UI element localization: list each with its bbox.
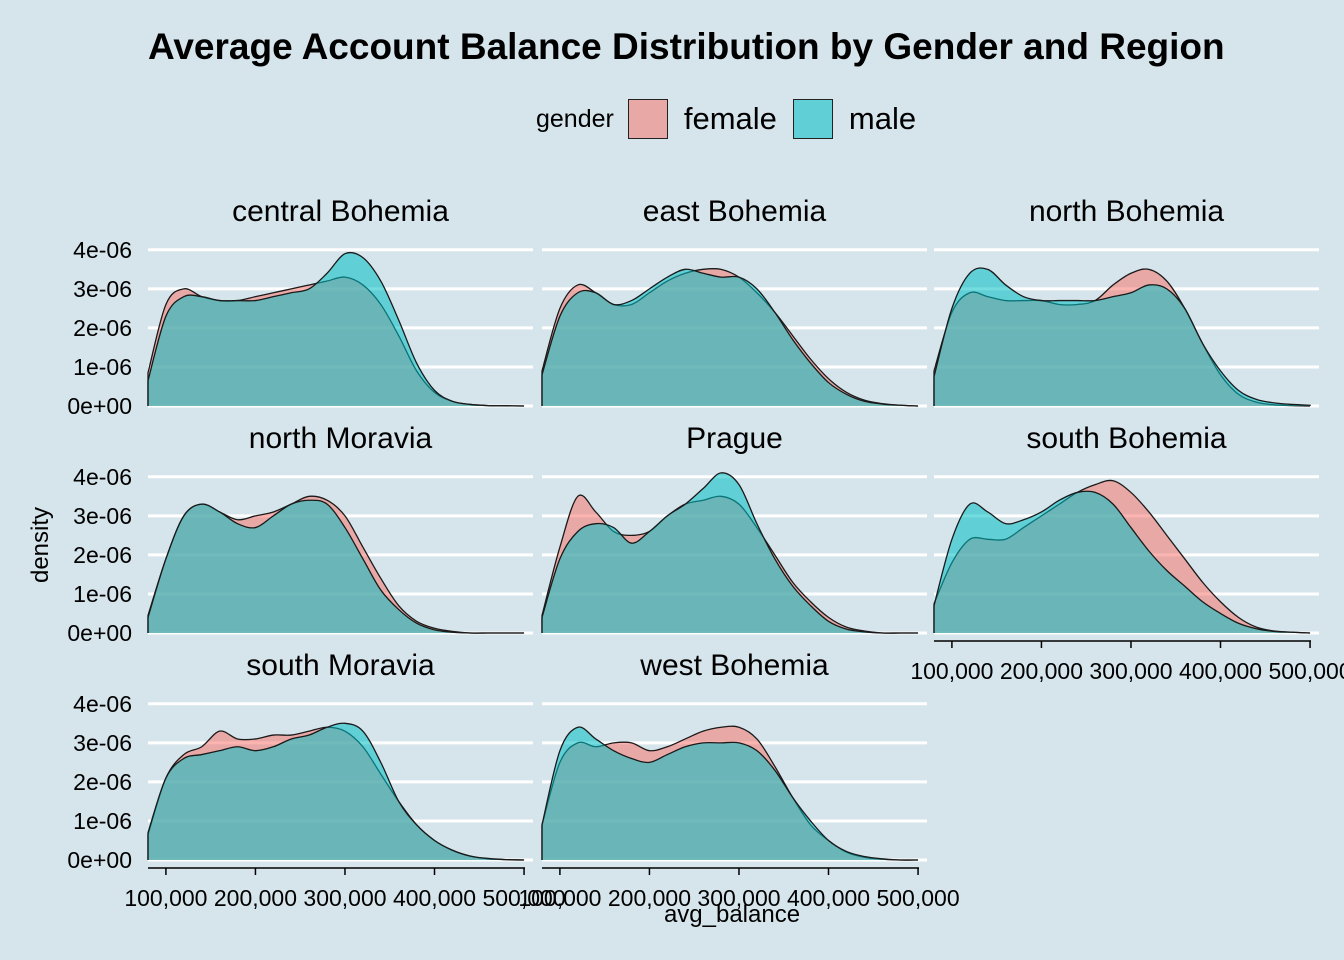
density-outline-south-moravia-male: [147, 722, 525, 861]
ytick-label-central-bohemia-2: 2e-06: [73, 315, 132, 341]
xtick-label-south-moravia-0: 100,000: [124, 885, 207, 911]
density-outline-west-bohemia-male: [541, 726, 919, 861]
panel-east-bohemia: east Bohemia: [541, 195, 927, 408]
ytick-label-north-moravia-2: 2e-06: [73, 542, 132, 568]
density-outline-south-bohemia-male: [933, 490, 1311, 634]
legend-label-female: female: [683, 101, 777, 136]
density-area-north-bohemia-male: [934, 267, 1311, 406]
facet-label-north-moravia: north Moravia: [249, 422, 433, 455]
facet-label-central-bohemia: central Bohemia: [232, 195, 449, 228]
facet-label-south-moravia: south Moravia: [246, 649, 435, 682]
density-outline-north-moravia-male: [147, 499, 525, 634]
xtick-label-south-bohemia-3: 400,000: [1179, 658, 1262, 684]
legend-label-male: male: [848, 101, 917, 136]
xtick-label-south-bohemia-4: 500,000: [1268, 658, 1344, 684]
panel-north-bohemia: north Bohemia: [933, 195, 1319, 408]
y-axis-title: density: [27, 507, 54, 583]
density-area-north-moravia-male: [148, 500, 525, 634]
density-outline-central-bohemia-male: [147, 251, 525, 407]
legend-key-male: [792, 99, 833, 139]
ytick-label-south-moravia-0: 0e+00: [67, 847, 132, 873]
density-outline-prague-male: [541, 472, 919, 634]
xtick-label-west-bohemia-1: 200,000: [608, 885, 691, 911]
density-area-central-bohemia-male: [148, 252, 525, 406]
ytick-label-central-bohemia-1: 1e-06: [73, 354, 132, 380]
ytick-label-south-moravia-4: 4e-06: [73, 691, 132, 717]
xtick-label-south-moravia-2: 300,000: [303, 885, 386, 911]
density-outline-north-bohemia-male: [933, 267, 1311, 406]
xtick-label-south-moravia-4: 500,000: [482, 885, 565, 911]
legend-title: gender: [536, 104, 614, 133]
ytick-label-north-moravia-4: 4e-06: [73, 464, 132, 490]
density-area-south-moravia-male: [148, 723, 525, 860]
panel-south-bohemia: south Bohemia 100,000 200,000 300,000 400,00…: [910, 422, 1344, 684]
ytick-label-central-bohemia-3: 3e-06: [73, 276, 132, 302]
facet-label-prague: Prague: [686, 422, 783, 455]
density-area-west-bohemia-male: [542, 726, 919, 861]
xtick-label-south-bohemia-0: 100,000: [910, 658, 993, 684]
facet-label-east-bohemia: east Bohemia: [643, 195, 827, 228]
ytick-label-central-bohemia-0: 0e+00: [67, 393, 132, 419]
xtick-label-west-bohemia-3: 400,000: [787, 885, 870, 911]
xtick-label-west-bohemia-0: 100,000: [518, 885, 601, 911]
xtick-label-west-bohemia-4: 500,000: [876, 885, 959, 911]
ytick-label-south-moravia-1: 1e-06: [73, 808, 132, 834]
panel-north-moravia: north Moravia 0e+00 1e-06 2e-06 3e-06 4e-06: [67, 422, 533, 646]
ytick-label-south-moravia-2: 2e-06: [73, 769, 132, 795]
density-area-prague-male: [542, 472, 919, 634]
facet-label-south-bohemia: south Bohemia: [1026, 422, 1226, 455]
ytick-label-north-moravia-1: 1e-06: [73, 581, 132, 607]
xtick-label-west-bohemia-2: 300,000: [697, 885, 780, 911]
chart-title: Average Account Balance Distribution by …: [148, 26, 1225, 67]
ytick-label-central-bohemia-4: 4e-06: [73, 237, 132, 263]
density-outline-east-bohemia-male: [541, 268, 919, 407]
xtick-label-south-moravia-3: 400,000: [393, 885, 476, 911]
ytick-label-north-moravia-0: 0e+00: [67, 620, 132, 646]
density-area-south-bohemia-male: [934, 491, 1311, 633]
legend-key-female: [627, 99, 668, 139]
density-area-east-bohemia-male: [542, 269, 919, 406]
legend: gender female male: [536, 96, 932, 142]
ytick-label-north-moravia-3: 3e-06: [73, 503, 132, 529]
panel-west-bohemia: west Bohemia 100,000 200,000 300,000 400,000…: [518, 649, 959, 911]
legend-item-male: male: [792, 99, 917, 139]
xtick-label-south-bohemia-1: 200,000: [1000, 658, 1083, 684]
legend-item-female: female: [627, 99, 777, 139]
facet-label-north-bohemia: north Bohemia: [1029, 195, 1224, 228]
xtick-label-south-bohemia-2: 300,000: [1089, 658, 1172, 684]
xtick-label-south-moravia-1: 200,000: [214, 885, 297, 911]
ytick-label-south-moravia-3: 3e-06: [73, 730, 132, 756]
panel-south-moravia: south Moravia 0e+00 1e-06 2e-06 3e-06 4e-06 10…: [67, 649, 565, 911]
facet-label-west-bohemia: west Bohemia: [639, 649, 829, 682]
panel-prague: Prague: [541, 422, 927, 635]
panel-central-bohemia: central Bohemia 0e+00 1e-06 2e-06 3e-06 4e-06: [67, 195, 533, 419]
x-axis-title: avg_balance: [664, 901, 800, 928]
